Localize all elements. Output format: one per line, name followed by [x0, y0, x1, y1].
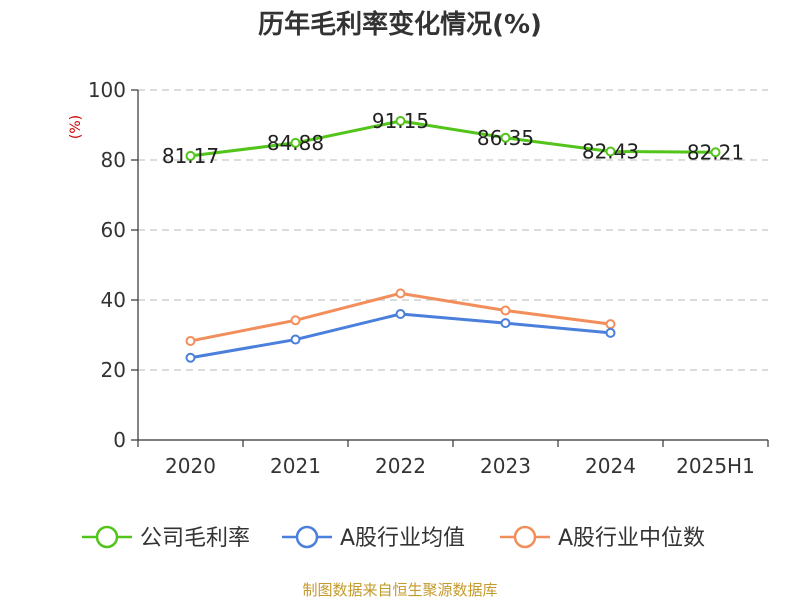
x-tick-label-2022: 2022: [375, 454, 426, 478]
y-tick-label-100: 100: [88, 78, 126, 102]
data-point-2-2: [395, 288, 406, 299]
data-point-2-3: [500, 305, 511, 316]
chart-title: 历年毛利率变化情况(%): [258, 9, 542, 40]
data-point-0-1: [290, 137, 301, 148]
data-point-0-5: [710, 147, 721, 158]
y-axis-label: (%): [68, 115, 84, 139]
data-point-2-0: [185, 335, 196, 346]
data-label-0-1: 84.88: [267, 131, 324, 155]
gridlines: [138, 89, 768, 371]
legend-label-2: A股行业中位数: [558, 526, 705, 551]
legend: 公司毛利率 A股行业均值 A股行业中位数: [82, 525, 705, 551]
x-tick-label-2025H1: 2025H1: [676, 454, 755, 478]
series-group: 81.17 84.88 91.15 86.35 82.43 82.21: [162, 109, 744, 363]
data-point-1-4: [605, 327, 616, 338]
x-tick-label-2020: 2020: [165, 454, 216, 478]
data-point-1-3: [500, 318, 511, 329]
data-point-1-1: [290, 334, 301, 345]
data-point-0-0: [185, 150, 196, 161]
data-label-0-0: 81.17: [162, 144, 219, 168]
series-line-0: [190, 119, 716, 158]
data-point-1-0: [185, 352, 196, 363]
source-note: 制图数据来自恒生聚源数据库: [302, 581, 497, 599]
data-label-0-4: 82.43: [582, 139, 639, 163]
data-label-0-5: 82.21: [687, 140, 744, 164]
data-label-0-2: 91.15: [372, 109, 429, 133]
data-label-0-3: 86.35: [477, 126, 534, 150]
series-line-1: [190, 312, 611, 360]
data-point-2-1: [290, 315, 301, 326]
y-tick-label-60: 60: [101, 218, 126, 242]
legend-label-1: A股行业均值: [340, 526, 465, 551]
legend-marker-0: [95, 525, 119, 549]
x-tick-label-2024: 2024: [585, 454, 636, 478]
y-tick-label-20: 20: [101, 358, 126, 382]
legend-label-0: 公司毛利率: [140, 526, 250, 551]
axes: 0 20 40 60 80 100 2020 2021 2022 2023 2024 2025H1: [88, 78, 769, 478]
data-point-0-2: [395, 115, 406, 126]
x-tick-label-2023: 2023: [480, 454, 531, 478]
x-tick-label-2021: 2021: [270, 454, 321, 478]
data-point-2-4: [605, 319, 616, 330]
data-point-1-2: [395, 309, 406, 319]
data-point-0-3: [500, 132, 511, 143]
data-point-0-4: [605, 146, 616, 157]
legend-marker-1: [295, 525, 319, 549]
y-tick-label-40: 40: [101, 288, 126, 312]
y-tick-label-80: 80: [101, 148, 126, 172]
legend-marker-2: [513, 525, 537, 549]
y-tick-label-0: 0: [113, 428, 126, 452]
